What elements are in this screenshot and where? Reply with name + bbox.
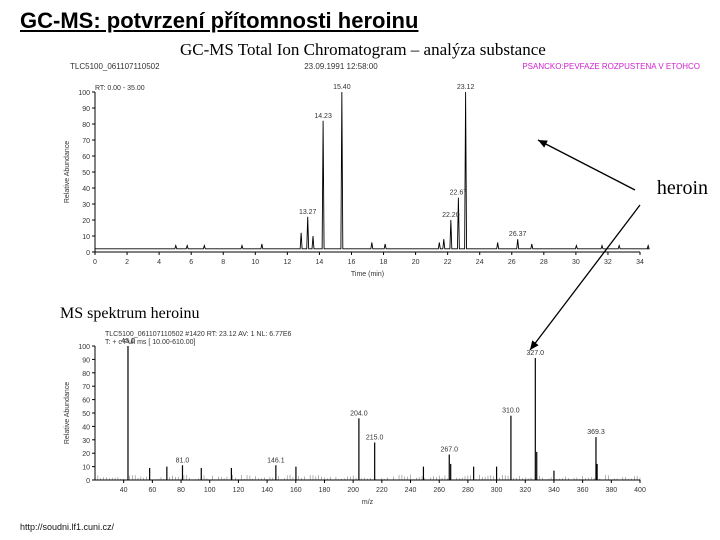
heroin-arrows [0, 0, 720, 540]
citation-link: http://soudni.lf1.cuni.cz/ [20, 522, 114, 532]
